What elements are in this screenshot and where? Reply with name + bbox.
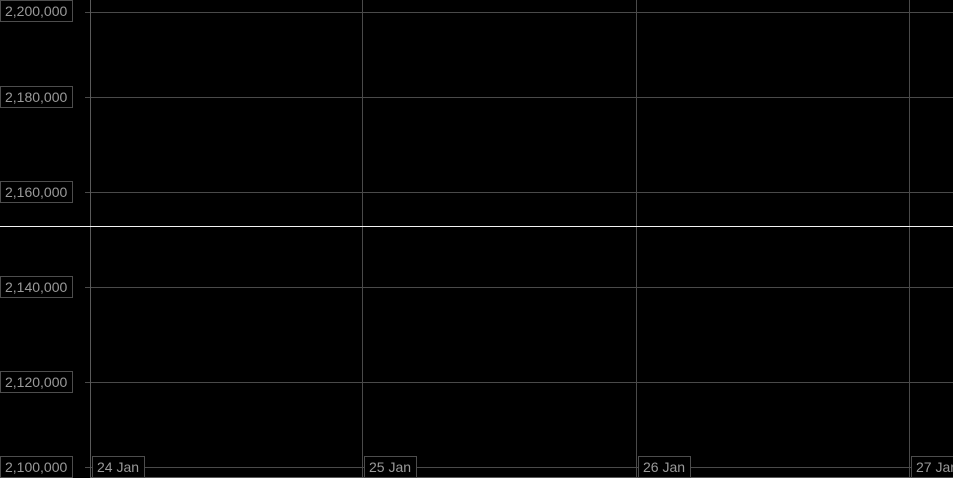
y-axis-label: 2,200,000 xyxy=(0,0,74,22)
y-axis-tick xyxy=(85,467,90,468)
y-axis-label: 2,120,000 xyxy=(0,371,74,393)
y-axis-label: 2,100,000 xyxy=(0,456,74,478)
y-axis-tick xyxy=(85,382,90,383)
y-axis-label: 2,140,000 xyxy=(0,276,74,298)
gridline-vertical xyxy=(362,0,363,478)
x-axis-label: 26 Jan xyxy=(638,456,692,478)
gridline-vertical xyxy=(909,0,910,478)
x-axis-label: 25 Jan xyxy=(364,456,418,478)
y-axis-line xyxy=(90,0,91,478)
y-axis-tick xyxy=(85,192,90,193)
gridline-horizontal xyxy=(90,467,953,468)
gridline-horizontal xyxy=(90,192,953,193)
y-axis-label: 2,160,000 xyxy=(0,181,74,203)
gridline-horizontal xyxy=(90,287,953,288)
y-axis-tick xyxy=(85,12,90,13)
y-axis-tick xyxy=(85,97,90,98)
y-axis-tick xyxy=(85,287,90,288)
x-axis-label: 24 Jan xyxy=(92,456,146,478)
price-marker-line xyxy=(0,226,953,227)
gridline-horizontal xyxy=(90,382,953,383)
gridline-vertical xyxy=(636,0,637,478)
gridline-horizontal xyxy=(90,97,953,98)
y-axis-label: 2,180,000 xyxy=(0,86,74,108)
gridline-horizontal xyxy=(90,12,953,13)
x-axis-label: 27 Jan xyxy=(911,456,953,478)
